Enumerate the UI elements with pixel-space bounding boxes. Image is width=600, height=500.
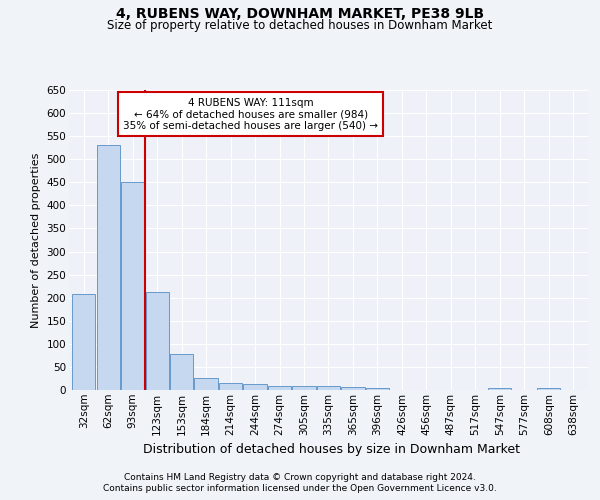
Bar <box>194 378 218 390</box>
Bar <box>170 354 193 390</box>
Text: Distribution of detached houses by size in Downham Market: Distribution of detached houses by size … <box>143 442 520 456</box>
Bar <box>121 182 144 390</box>
Text: Contains HM Land Registry data © Crown copyright and database right 2024.: Contains HM Land Registry data © Crown c… <box>124 472 476 482</box>
Bar <box>292 386 316 390</box>
Text: 4 RUBENS WAY: 111sqm
← 64% of detached houses are smaller (984)
35% of semi-deta: 4 RUBENS WAY: 111sqm ← 64% of detached h… <box>123 98 378 130</box>
Bar <box>219 383 242 390</box>
Bar <box>146 292 169 390</box>
Bar <box>268 386 291 390</box>
Bar <box>244 384 266 390</box>
Bar <box>537 388 560 390</box>
Text: Contains public sector information licensed under the Open Government Licence v3: Contains public sector information licen… <box>103 484 497 493</box>
Text: 4, RUBENS WAY, DOWNHAM MARKET, PE38 9LB: 4, RUBENS WAY, DOWNHAM MARKET, PE38 9LB <box>116 8 484 22</box>
Y-axis label: Number of detached properties: Number of detached properties <box>31 152 41 328</box>
Bar <box>366 388 389 390</box>
Bar <box>488 388 511 390</box>
Bar <box>97 146 120 390</box>
Bar <box>317 386 340 390</box>
Bar <box>341 387 365 390</box>
Bar <box>72 294 95 390</box>
Text: Size of property relative to detached houses in Downham Market: Size of property relative to detached ho… <box>107 19 493 32</box>
